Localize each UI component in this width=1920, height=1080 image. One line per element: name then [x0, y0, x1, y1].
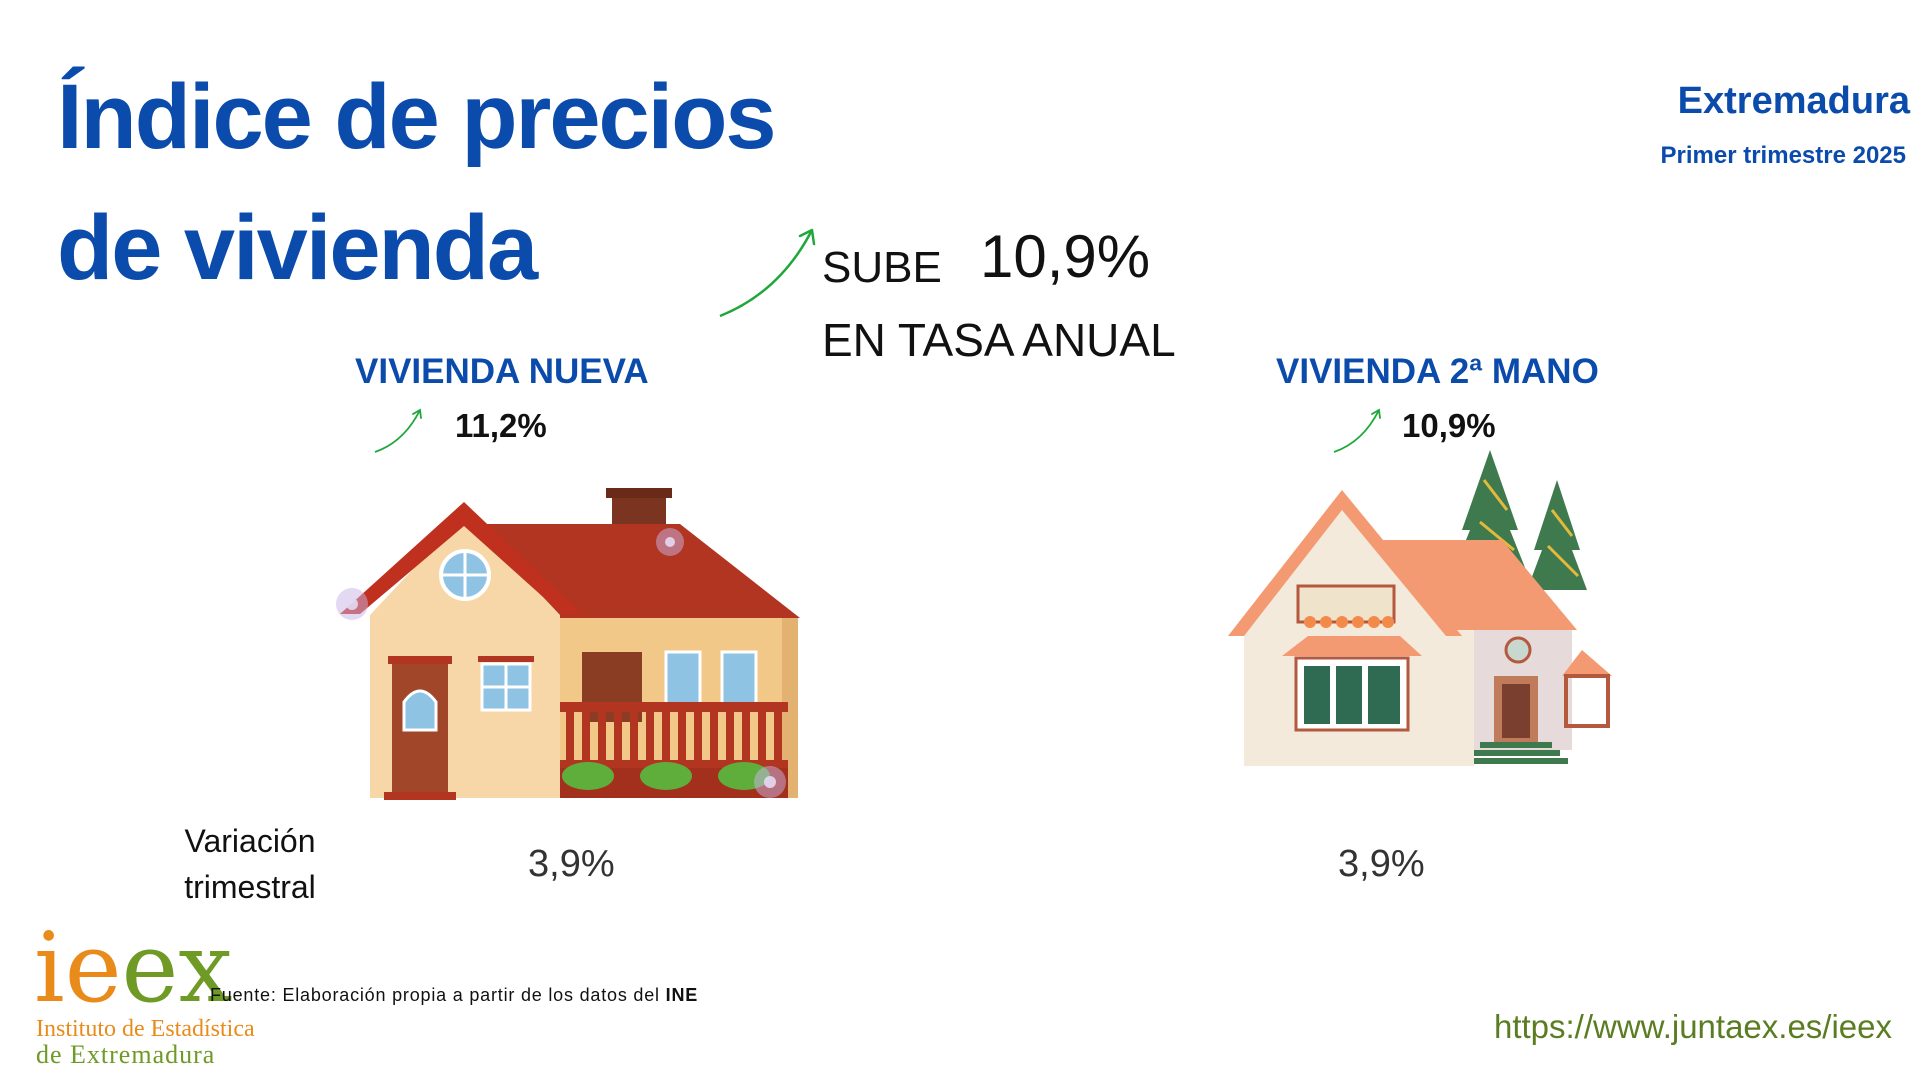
- quarterly-change-label-line1: Variación: [184, 823, 316, 859]
- arrow-up-right-icon: [719, 228, 816, 318]
- logo-line2: de Extremadura: [36, 1040, 216, 1069]
- page-title-line2: de vivienda: [57, 197, 538, 299]
- quarterly-change-label: Variación trimestral: [160, 818, 340, 910]
- headline-verb: SUBE: [822, 243, 942, 292]
- region-label: Extremadura: [1677, 80, 1910, 122]
- logo-line1: Instituto de Estadística: [36, 1016, 255, 1042]
- new-house-icon: [336, 488, 800, 800]
- annual-change-used: 10,9%: [1402, 407, 1496, 444]
- source-prefix: Fuente: Elaboración propia a partir de l…: [210, 985, 666, 1005]
- website-link[interactable]: https://www.juntaex.es/ieex: [1493, 1008, 1892, 1045]
- quarterly-change-new: 3,9%: [528, 843, 615, 885]
- quarterly-change-label-line2: trimestral: [184, 869, 316, 905]
- arrow-up-right-icon: [374, 408, 422, 453]
- headline-value: 10,9%: [980, 223, 1151, 290]
- quarterly-change-used: 3,9%: [1338, 843, 1425, 885]
- category-label-used: VIVIENDA 2ª MANO: [1276, 352, 1599, 391]
- source-note: Fuente: Elaboración propia a partir de l…: [210, 985, 698, 1006]
- arrow-up-right-icon: [1333, 408, 1381, 453]
- page-title-line1: Índice de precios: [57, 66, 777, 168]
- used-house-icon: [1228, 450, 1612, 766]
- period-label: Primer trimestre 2025: [1660, 142, 1906, 169]
- page-title: Índice de precios de vivienda: [57, 52, 777, 314]
- category-label-new: VIVIENDA NUEVA: [355, 352, 649, 391]
- annual-change-new: 11,2%: [455, 407, 547, 444]
- source-org: INE: [665, 985, 699, 1005]
- headline-caption: EN TASA ANUAL: [822, 314, 1176, 366]
- ieex-logo: ieex: [34, 912, 233, 1024]
